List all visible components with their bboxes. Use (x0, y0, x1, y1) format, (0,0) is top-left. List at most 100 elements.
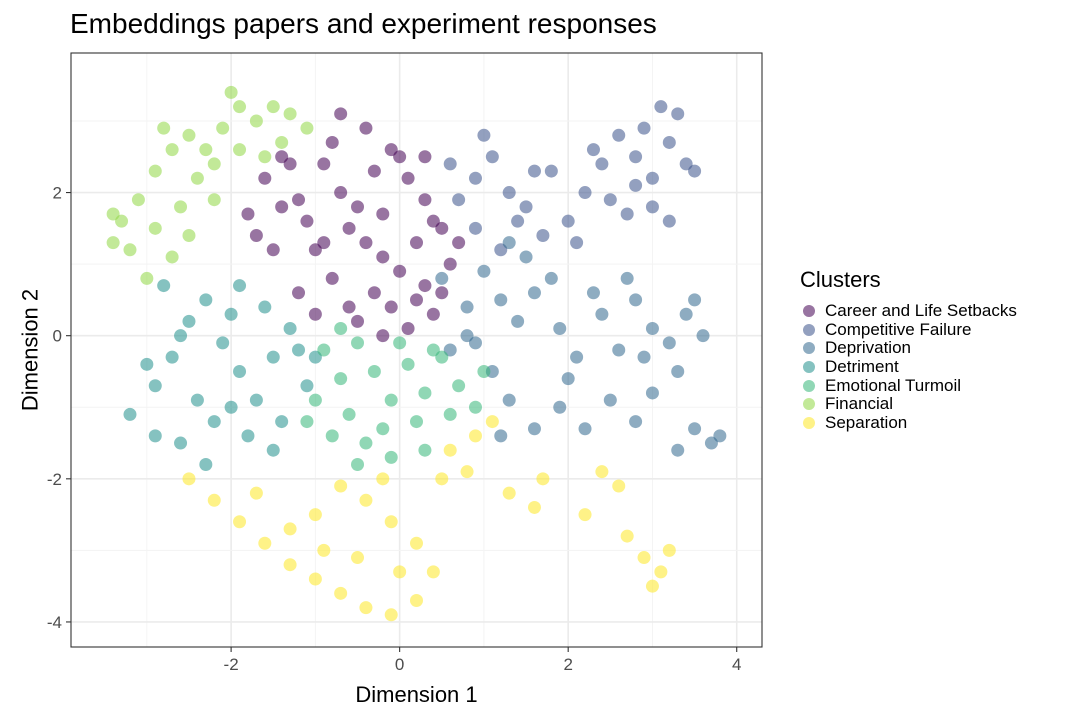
data-point (190, 171, 204, 185)
data-point (418, 443, 432, 457)
data-point (688, 164, 702, 178)
data-point (393, 565, 407, 579)
data-point (182, 228, 196, 242)
data-point (275, 135, 289, 149)
legend-swatch (803, 305, 815, 318)
data-point (376, 329, 390, 343)
data-point (443, 407, 457, 421)
data-point (426, 214, 440, 228)
data-point (283, 322, 297, 336)
data-point (334, 479, 348, 493)
data-point (258, 300, 272, 314)
data-point (671, 443, 685, 457)
data-point (317, 543, 331, 557)
data-point (561, 214, 575, 228)
data-point (359, 121, 373, 135)
data-point (384, 608, 398, 622)
chart-title: Embeddings papers and experiment respons… (70, 8, 657, 39)
data-point (342, 300, 356, 314)
data-point (233, 143, 247, 157)
data-point (570, 236, 584, 250)
data-point (511, 214, 525, 228)
panel-border (70, 52, 763, 648)
data-point (359, 236, 373, 250)
data-point (586, 143, 600, 157)
data-point (393, 336, 407, 350)
data-point (452, 236, 466, 250)
data-point (511, 314, 525, 328)
data-point (401, 171, 415, 185)
data-point (527, 164, 541, 178)
data-point (367, 164, 381, 178)
data-point (460, 300, 474, 314)
data-point (165, 350, 179, 364)
legend-label: Career and Life Setbacks (825, 301, 1017, 321)
data-point (679, 307, 693, 321)
y-axis-title: Dimension 2 (18, 289, 43, 411)
data-point (713, 429, 727, 443)
data-point (266, 243, 280, 257)
data-point (612, 479, 626, 493)
legend-label: Deprivation (825, 338, 911, 358)
data-point (165, 143, 179, 157)
data-point (519, 250, 533, 264)
data-point (696, 329, 710, 343)
data-point (578, 508, 592, 522)
data-point (468, 221, 482, 235)
data-point (258, 150, 272, 164)
data-point (367, 286, 381, 300)
data-point (376, 422, 390, 436)
data-point (224, 400, 238, 414)
data-point (351, 551, 365, 565)
data-point (645, 579, 659, 593)
data-point (553, 400, 567, 414)
data-point (325, 429, 339, 443)
data-point (612, 343, 626, 357)
data-point (435, 472, 449, 486)
data-point (401, 357, 415, 371)
y-tick-label: 2 (53, 184, 62, 203)
data-point (578, 422, 592, 436)
data-point (165, 250, 179, 264)
data-point (502, 186, 516, 200)
data-point (182, 472, 196, 486)
legend: Clusters Career and Life Setbacks Competi… (800, 266, 1017, 432)
axis-ticks: -2 0 2 4 -4 -2 0 2 (47, 184, 742, 674)
data-point (367, 364, 381, 378)
data-point (249, 393, 263, 407)
data-point (485, 150, 499, 164)
data-point (435, 286, 449, 300)
data-point (199, 458, 213, 472)
legend-swatch (803, 379, 815, 392)
data-point (637, 121, 651, 135)
data-point (393, 264, 407, 278)
data-point (157, 279, 171, 293)
data-point (570, 350, 584, 364)
data-point (662, 336, 676, 350)
data-point (418, 193, 432, 207)
data-point (300, 379, 314, 393)
data-point (207, 157, 221, 171)
data-point (342, 407, 356, 421)
data-point (148, 164, 162, 178)
data-point (216, 336, 230, 350)
data-point (536, 228, 550, 242)
data-point (671, 107, 685, 121)
data-point (527, 422, 541, 436)
data-point (410, 236, 423, 250)
y-tick-label: -2 (47, 470, 62, 489)
data-point (671, 364, 685, 378)
data-point (359, 601, 373, 615)
data-point (688, 293, 702, 307)
data-point (334, 322, 348, 336)
data-point (662, 135, 676, 149)
data-point (275, 200, 289, 214)
data-point (199, 143, 213, 157)
data-point (207, 415, 221, 429)
data-point (629, 415, 643, 429)
x-tick-label: 0 (395, 655, 404, 674)
data-point (317, 343, 331, 357)
data-point (468, 429, 482, 443)
legend-swatch (803, 398, 815, 411)
legend-items: Career and Life Setbacks Competitive Fail… (800, 302, 1017, 432)
